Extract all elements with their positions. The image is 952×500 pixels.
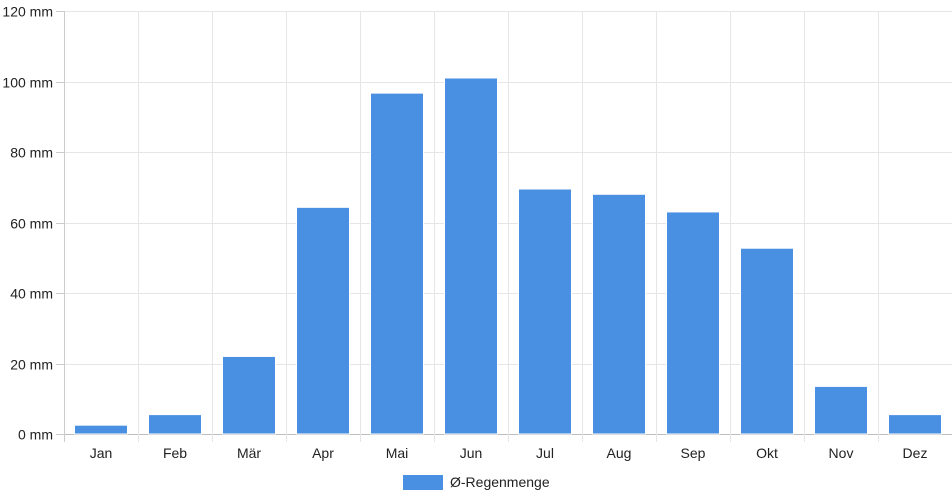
x-tick-label: Jul <box>536 445 554 461</box>
bar-dez[interactable] <box>888 414 942 435</box>
bar-apr[interactable] <box>296 206 350 435</box>
x-tick-label: Apr <box>312 445 334 461</box>
y-tick-label: 120 mm <box>2 4 53 20</box>
bar-jan[interactable] <box>74 424 128 435</box>
y-tick-label: 80 mm <box>10 145 53 161</box>
x-tick-label: Okt <box>756 445 778 461</box>
bar-mär[interactable] <box>222 355 276 435</box>
grid <box>56 11 952 442</box>
legend-label[interactable]: Ø-Regenmenge <box>450 474 550 490</box>
bar-jul[interactable] <box>518 188 572 435</box>
x-tick-label: Mär <box>237 445 261 461</box>
bars <box>74 77 942 435</box>
x-tick-label: Jan <box>90 445 113 461</box>
y-tick-label: 40 mm <box>10 286 53 302</box>
x-tick-label: Nov <box>829 445 854 461</box>
x-axis-ticks: Jan Feb Mär Apr Mai Jun Jul Aug Sep Okt Nov Dez <box>90 445 928 461</box>
bar-sep[interactable] <box>666 211 720 435</box>
y-tick-label: 20 mm <box>10 357 53 373</box>
bar-feb[interactable] <box>148 414 202 435</box>
y-tick-label: 100 mm <box>2 75 53 91</box>
bar-okt[interactable] <box>740 247 794 435</box>
x-tick-label: Dez <box>903 445 928 461</box>
y-tick-label: 0 mm <box>18 427 53 443</box>
bar-aug[interactable] <box>592 193 646 435</box>
x-tick-label: Aug <box>607 445 632 461</box>
bar-mai[interactable] <box>370 92 424 435</box>
bar-jun[interactable] <box>444 77 498 435</box>
bar-nov[interactable] <box>814 385 868 435</box>
x-tick-label: Mai <box>386 445 409 461</box>
y-axis-ticks: 0 mm 20 mm 40 mm 60 mm 80 mm 100 mm 120 mm <box>2 4 53 443</box>
x-tick-label: Feb <box>163 445 187 461</box>
legend-swatch[interactable] <box>403 475 443 490</box>
legend[interactable]: Ø-Regenmenge <box>403 474 550 490</box>
y-tick-label: 60 mm <box>10 216 53 232</box>
x-tick-label: Jun <box>460 445 483 461</box>
x-tick-label: Sep <box>681 445 706 461</box>
